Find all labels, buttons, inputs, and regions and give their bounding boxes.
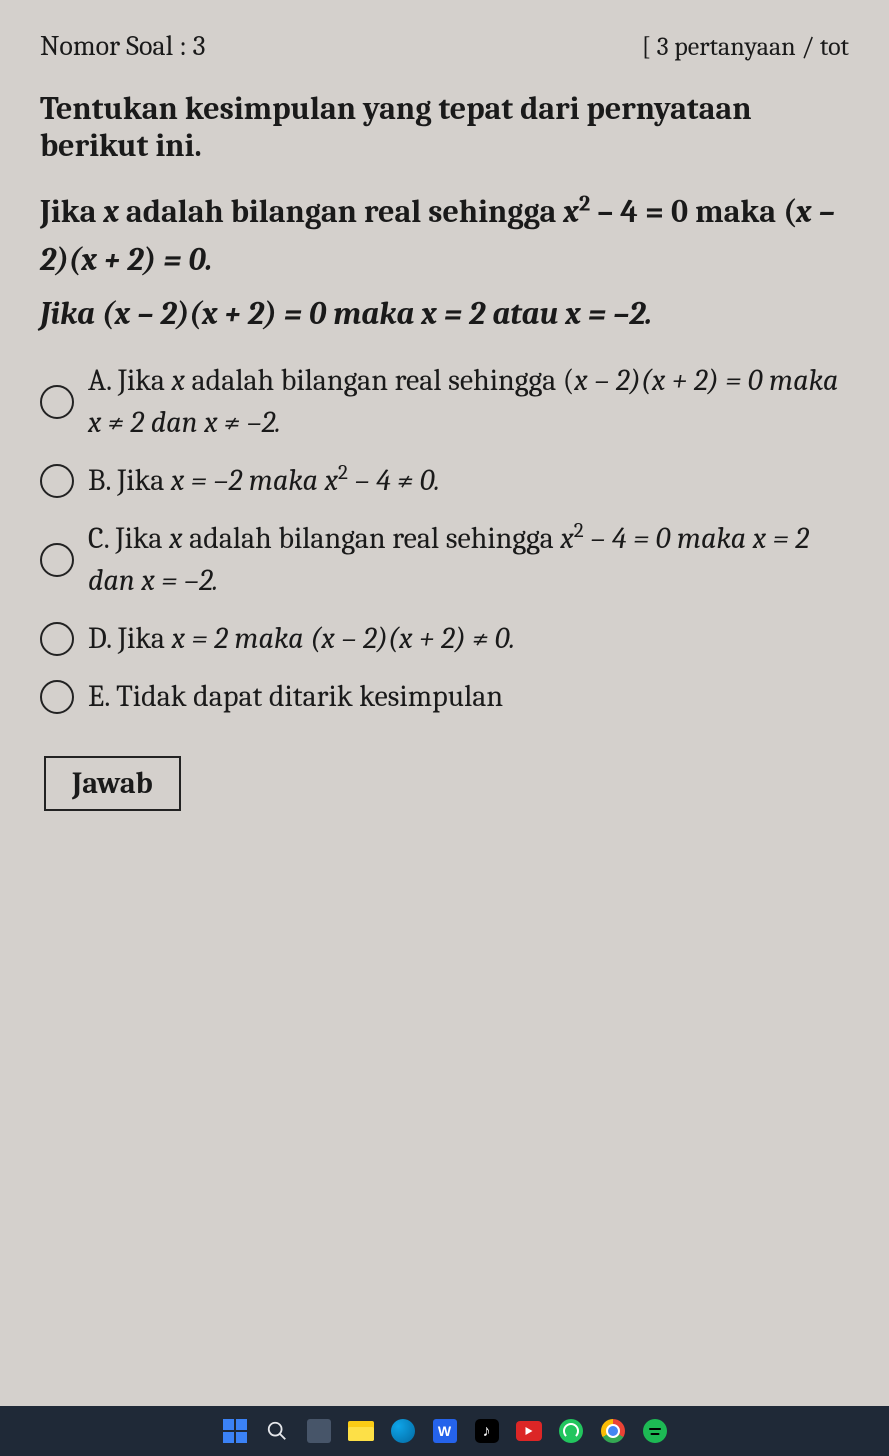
option-text: E. Tidak dapat ditarik kesimpulan (88, 676, 503, 718)
document-page: Nomor Soal : 3 [ 3 pertanyaan / tot Tent… (0, 0, 889, 1406)
whatsapp-icon[interactable] (557, 1417, 585, 1445)
equation: – 4 ≠ 0. (348, 463, 440, 498)
question-number-label: Nomor Soal : 3 (40, 30, 206, 62)
equation: x = 2 maka (x – 2)(x + 2) ≠ 0. (172, 621, 515, 656)
tiktok-icon[interactable]: ♪ (473, 1417, 501, 1445)
text: C. Jika (88, 521, 169, 556)
spotify-icon[interactable] (641, 1417, 669, 1445)
var-x: x (103, 193, 118, 230)
option-text: A. Jika x adalah bilangan real sehingga … (88, 360, 849, 444)
option-c[interactable]: C. Jika x adalah bilangan real sehingga … (40, 518, 849, 602)
option-e[interactable]: E. Tidak dapat ditarik kesimpulan (40, 676, 849, 718)
premise-line-1: Jika x adalah bilangan real sehingga x2 … (40, 188, 849, 284)
equation: Jika (x – 2)(x + 2) = 0 maka x = 2 atau … (40, 295, 652, 332)
text: Jika (40, 193, 103, 230)
radio-icon[interactable] (40, 680, 74, 714)
start-icon[interactable] (221, 1417, 249, 1445)
text: – 4 = 0 maka ( (590, 193, 796, 230)
text: D. Jika (88, 621, 172, 656)
var-x: x (563, 193, 578, 230)
option-b[interactable]: B. Jika x = –2 maka x2 – 4 ≠ 0. (40, 460, 849, 502)
header-row: Nomor Soal : 3 [ 3 pertanyaan / tot (40, 30, 849, 62)
text: A. Jika (88, 363, 172, 398)
question-counter: [ 3 pertanyaan / tot (642, 32, 849, 62)
equation: x = –2 maka x (171, 463, 338, 498)
option-a[interactable]: A. Jika x adalah bilangan real sehingga … (40, 360, 849, 444)
text: adalah bilangan real sehingga ( (185, 363, 574, 398)
radio-icon[interactable] (40, 464, 74, 498)
radio-icon[interactable] (40, 622, 74, 656)
word-icon[interactable]: W (431, 1417, 459, 1445)
edge-icon[interactable] (389, 1417, 417, 1445)
chrome-icon[interactable] (599, 1417, 627, 1445)
radio-icon[interactable] (40, 385, 74, 419)
text: adalah bilangan real sehingga (183, 521, 561, 556)
option-text: B. Jika x = –2 maka x2 – 4 ≠ 0. (88, 460, 440, 502)
file-explorer-icon[interactable] (347, 1417, 375, 1445)
superscript: 2 (574, 519, 584, 543)
taskbar: W ♪ (0, 1406, 889, 1456)
radio-icon[interactable] (40, 543, 74, 577)
text: B. Jika (88, 463, 171, 498)
search-icon[interactable] (263, 1417, 291, 1445)
option-text: D. Jika x = 2 maka (x – 2)(x + 2) ≠ 0. (88, 618, 515, 660)
text: adalah bilangan real sehingga (119, 193, 564, 230)
var-x: x (169, 521, 182, 556)
var-x: x (560, 521, 573, 556)
youtube-icon[interactable] (515, 1417, 543, 1445)
var-x: x (172, 363, 185, 398)
option-text: C. Jika x adalah bilangan real sehingga … (88, 518, 849, 602)
answer-button[interactable]: Jawab (44, 756, 181, 811)
superscript: 2 (579, 190, 590, 216)
option-d[interactable]: D. Jika x = 2 maka (x – 2)(x + 2) ≠ 0. (40, 618, 849, 660)
app-icon[interactable] (305, 1417, 333, 1445)
premise-line-2: Jika (x – 2)(x + 2) = 0 maka x = 2 atau … (40, 290, 849, 338)
instruction-text: Tentukan kesimpulan yang tepat dari pern… (40, 90, 849, 164)
superscript: 2 (338, 461, 348, 485)
options-list: A. Jika x adalah bilangan real sehingga … (40, 360, 849, 718)
